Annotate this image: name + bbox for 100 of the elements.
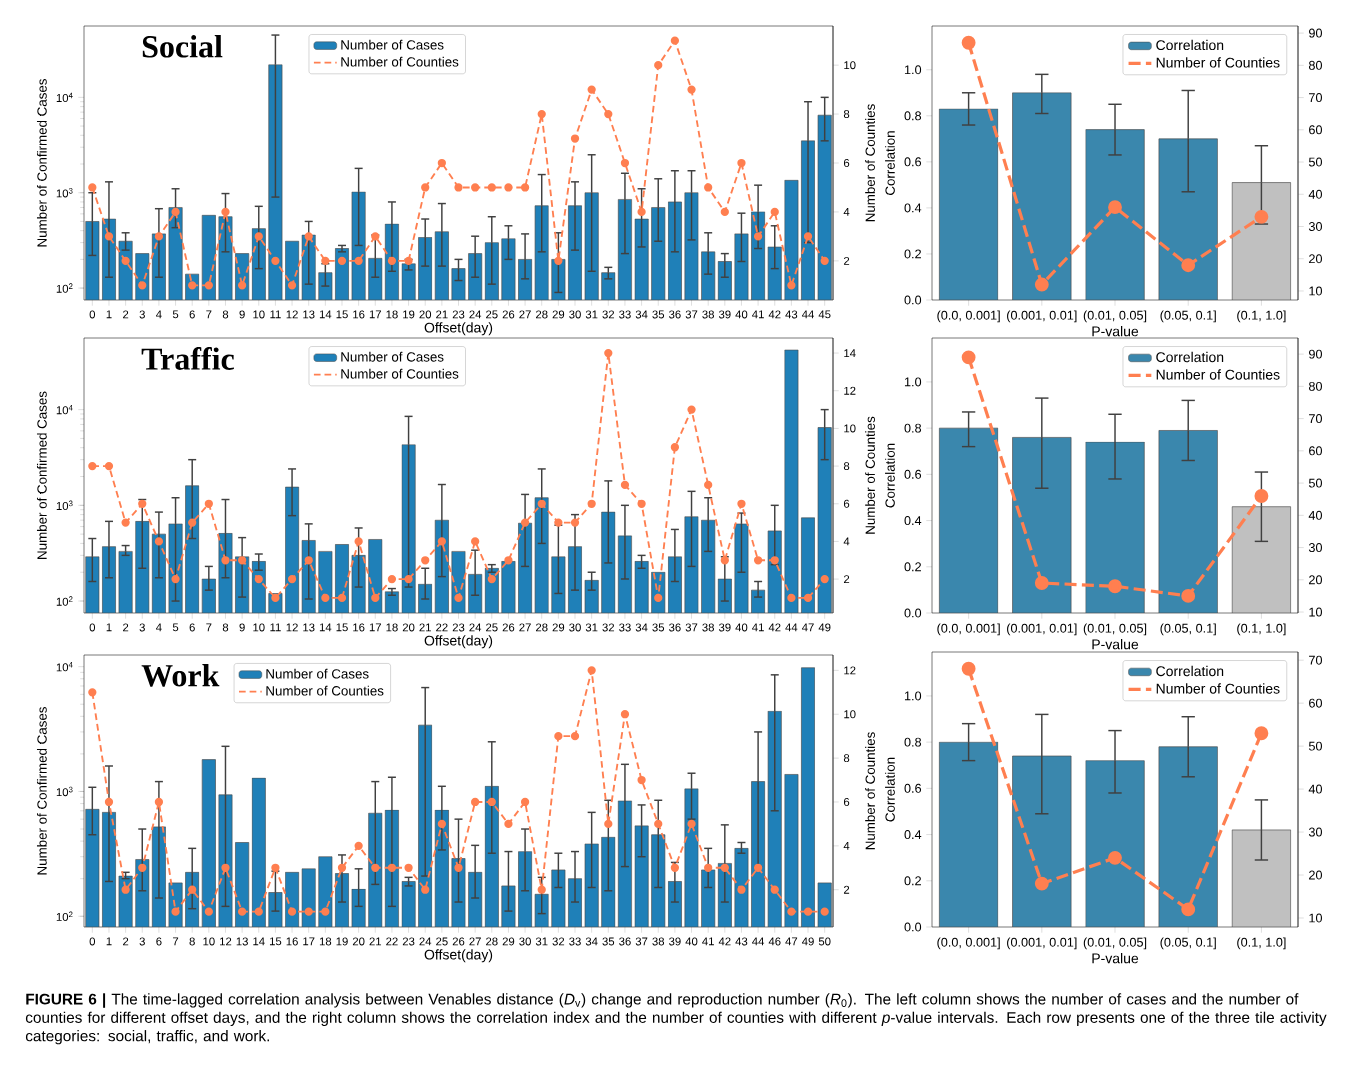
x-tick-label: 17 xyxy=(369,310,382,319)
x-tick-label: 3 xyxy=(139,623,145,632)
x-tick-label: 19 xyxy=(403,310,415,319)
y2-tick-label: 20 xyxy=(1309,254,1322,264)
x-tick-label: 23 xyxy=(402,937,415,946)
x-tick-label: 8 xyxy=(189,937,195,946)
x-tick-label: (0.05, 0.1] xyxy=(1160,937,1216,950)
legend-label: Number of Counties xyxy=(1156,683,1280,694)
bar xyxy=(1012,92,1072,300)
y-tick-label: 0.4 xyxy=(904,516,922,526)
point xyxy=(1034,277,1049,292)
x-tick-label: 32 xyxy=(602,310,615,319)
x-tick-label: 42 xyxy=(718,937,731,946)
x-tick-label: 14 xyxy=(253,937,265,946)
point xyxy=(1034,876,1049,891)
y2-tick-label: 40 xyxy=(1308,510,1322,520)
x-tick-label: 14 xyxy=(319,310,332,319)
x-tick-label: 1 xyxy=(106,937,112,946)
y-axis-title: Correlation xyxy=(885,757,895,822)
legend-label: Number of Counties xyxy=(1156,369,1280,380)
chart-title: Social xyxy=(142,35,223,58)
x-tick-label: 4 xyxy=(156,310,162,319)
x-tick-label: (0.1, 1.0] xyxy=(1237,937,1286,950)
bar xyxy=(1158,430,1218,614)
y2-tick-label: 30 xyxy=(1308,222,1322,231)
y2-tick-label: 4 xyxy=(843,841,850,850)
y-tick-label: 0.0 xyxy=(904,295,922,305)
y2-tick-label: 60 xyxy=(1309,125,1322,135)
bar xyxy=(938,741,999,928)
point xyxy=(1181,588,1196,603)
x-tick-label: 2 xyxy=(123,623,129,632)
x-tick-label: 38 xyxy=(702,623,714,632)
legend-label: Correlation xyxy=(1156,39,1224,51)
x-tick-label: 33 xyxy=(619,623,631,632)
y-tick-label: 10$^{3}$ xyxy=(56,500,73,511)
x-tick-label: 28 xyxy=(486,937,498,946)
y2-axis-title: Number of Counties xyxy=(865,732,875,850)
point xyxy=(1254,726,1269,741)
y-tick-label: 0.2 xyxy=(904,249,921,259)
x-axis-title: P-value xyxy=(1092,326,1139,337)
x-tick-label: (0.001, 0.01] xyxy=(1007,937,1077,950)
x-tick-label: 37 xyxy=(635,937,648,946)
x-tick-label: (0.1, 1.0] xyxy=(1237,310,1286,323)
x-tick-label: 24 xyxy=(469,310,482,319)
y2-tick-label: 50 xyxy=(1308,157,1322,167)
x-tick-label: 11 xyxy=(270,310,281,319)
x-tick-label: 2 xyxy=(123,937,129,946)
x-tick-label: 9 xyxy=(239,623,245,632)
x-tick-label: 38 xyxy=(652,937,665,946)
y2-tick-label: 70 xyxy=(1309,93,1322,103)
y2-tick-label: 10 xyxy=(1309,286,1322,296)
x-tick-label: 33 xyxy=(569,937,581,946)
legend-label: Number of Counties xyxy=(266,685,384,696)
y2-axis-title: Number of Counties xyxy=(865,104,875,222)
x-tick-label: 43 xyxy=(735,937,748,946)
x-tick-label: (0.05, 0.1] xyxy=(1160,623,1216,636)
x-tick-label: 21 xyxy=(419,623,431,632)
x-tick-label: 43 xyxy=(785,310,798,319)
x-tick-label: 37 xyxy=(685,623,698,632)
x-tick-label: 50 xyxy=(818,937,831,946)
x-axis-title: Offset(day) xyxy=(424,949,493,963)
y2-axis-title: Number of Counties xyxy=(865,416,875,534)
x-tick-label: (0.01, 0.05] xyxy=(1083,310,1147,323)
x-tick-label: 3 xyxy=(139,937,145,946)
y-axis-title: Number of Confirmed Cases xyxy=(36,707,47,875)
x-tick-label: 13 xyxy=(303,310,315,319)
x-tick-label: 31 xyxy=(535,937,548,946)
y2-tick-label: 6 xyxy=(843,159,850,168)
y-tick-label: 1.0 xyxy=(904,691,922,701)
x-tick-label: 32 xyxy=(552,937,565,946)
bar xyxy=(1012,437,1072,614)
y-axis-title: Number of Confirmed Cases xyxy=(36,391,47,559)
x-tick-label: (0.05, 0.1] xyxy=(1160,310,1216,323)
x-tick-label: (0.1, 1.0] xyxy=(1237,623,1286,636)
x-tick-label: 24 xyxy=(469,623,482,632)
x-tick-label: 26 xyxy=(452,937,465,946)
x-tick-label: 17 xyxy=(303,937,315,946)
x-tick-label: (0.0, 0.001] xyxy=(937,310,1000,323)
point xyxy=(1181,902,1196,917)
x-axis-title: P-value xyxy=(1092,639,1139,650)
x-axis-title: Offset(day) xyxy=(424,635,493,649)
y2-tick-label: 70 xyxy=(1309,414,1322,424)
y2-tick-label: 10 xyxy=(844,61,856,70)
x-tick-label: 39 xyxy=(718,310,731,319)
point xyxy=(1034,576,1049,590)
x-tick-label: 42 xyxy=(768,310,781,319)
x-tick-label: 27 xyxy=(469,937,481,946)
x-tick-label: 12 xyxy=(220,937,232,946)
x-tick-label: (0.01, 0.05] xyxy=(1083,937,1147,950)
x-tick-label: 7 xyxy=(172,937,179,946)
x-tick-label: 0 xyxy=(89,310,96,319)
x-tick-label: 25 xyxy=(436,937,448,946)
y2-tick-label: 50 xyxy=(1308,478,1322,488)
y2-tick-label: 20 xyxy=(1309,870,1322,880)
y-tick-label: 0.0 xyxy=(904,922,922,932)
legend-label: Number of Counties xyxy=(1156,57,1280,68)
x-tick-label: 5 xyxy=(172,623,179,632)
x-tick-label: 40 xyxy=(735,623,748,632)
x-tick-label: 3 xyxy=(139,310,145,319)
y-tick-label: 0.6 xyxy=(904,469,922,479)
